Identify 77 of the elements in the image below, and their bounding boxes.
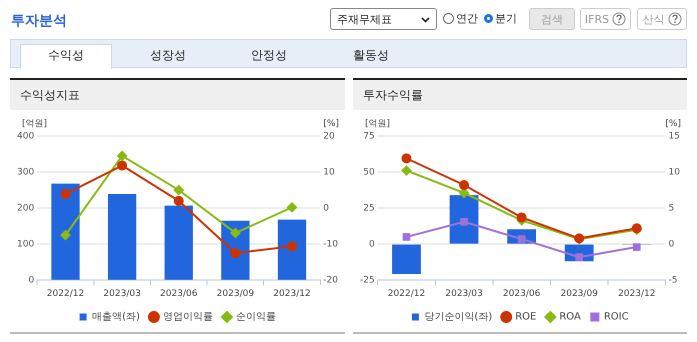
y-tick-label: 100	[16, 239, 34, 250]
x-tick-label: 2023/03	[103, 288, 141, 299]
y2-tick-label: 10	[323, 167, 336, 178]
text: 활동성	[352, 47, 390, 64]
y-tick-label: -25	[360, 276, 375, 286]
text: 분기	[495, 12, 517, 25]
y2-tick-label: 0	[323, 203, 330, 214]
y2-tick-label: 5	[668, 203, 674, 214]
text: 주재무제표	[330, 8, 437, 30]
x-tick-label: 2023/12	[273, 288, 311, 299]
y2-tick-label: 0	[668, 239, 675, 250]
y-axis-title: [억원]	[365, 118, 390, 129]
y2-tick-label: 10	[668, 167, 680, 178]
text: 성장성	[149, 47, 187, 64]
point	[286, 202, 297, 212]
bar	[450, 195, 478, 244]
x-tick-label: 2023/06	[502, 288, 541, 299]
legend-label: 당기순이익(좌)	[424, 312, 492, 323]
bar	[164, 206, 193, 280]
y-axis-title: [억원]	[22, 118, 48, 129]
bar	[108, 194, 136, 280]
y-tick-label: 400	[16, 131, 34, 142]
y2-tick-label: -20	[323, 276, 338, 286]
text: 검색	[529, 8, 575, 30]
point	[60, 189, 70, 200]
bar	[392, 244, 421, 274]
x-tick-label: 2022/12	[388, 288, 426, 299]
point	[460, 218, 468, 226]
bar	[278, 220, 306, 280]
y2-tick-label: -10	[323, 239, 338, 250]
chart-title: 투자수익률	[353, 78, 687, 110]
legend-label: ROE	[515, 312, 536, 323]
legend-label: ROIC	[604, 312, 629, 323]
legend-label: 영업이익률	[162, 312, 213, 323]
point	[117, 160, 128, 171]
y-tick-label: 0	[368, 239, 375, 250]
x-tick-label: 2022/12	[46, 288, 84, 299]
point	[117, 150, 128, 161]
y2-axis-title: [%]	[665, 118, 681, 129]
point	[60, 230, 70, 240]
point	[401, 166, 412, 176]
bar	[51, 184, 80, 280]
y-tick-label: 200	[16, 203, 34, 214]
text: IFRS	[580, 8, 631, 30]
legend-label: 순이익률	[236, 312, 276, 323]
point	[632, 243, 641, 251]
text: 산식	[637, 8, 687, 30]
chart-title: 수익성지표	[10, 78, 345, 110]
point	[286, 241, 297, 252]
text: 안정성	[250, 47, 288, 64]
point	[459, 180, 470, 190]
y-tick-label: 50	[363, 167, 375, 178]
point	[174, 196, 184, 206]
legend-label: ROA	[559, 312, 581, 323]
text: 수익성	[47, 47, 85, 64]
y-tick-label: 0	[28, 276, 34, 286]
y2-tick-label: -5	[668, 276, 678, 286]
point	[174, 185, 184, 196]
point	[401, 153, 412, 164]
text: 투자분석	[11, 12, 67, 30]
y-tick-label: 300	[16, 167, 34, 178]
y-tick-label: 75	[363, 131, 375, 142]
y2-tick-label: 15	[668, 131, 680, 142]
point	[516, 212, 527, 222]
x-tick-label: 2023/12	[618, 288, 656, 299]
legend-label: 매출액(좌)	[92, 312, 140, 323]
point	[230, 248, 240, 258]
x-tick-label: 2023/06	[160, 288, 198, 299]
point	[230, 228, 240, 238]
y2-tick-label: 20	[323, 131, 336, 142]
point	[402, 233, 410, 241]
y-tick-label: 25	[363, 203, 375, 214]
x-tick-label: 2023/09	[216, 288, 254, 299]
x-tick-label: 2023/03	[445, 288, 483, 299]
x-tick-label: 2023/09	[560, 288, 598, 299]
y2-axis-title: [%]	[323, 118, 339, 129]
text: 연간	[456, 12, 478, 25]
